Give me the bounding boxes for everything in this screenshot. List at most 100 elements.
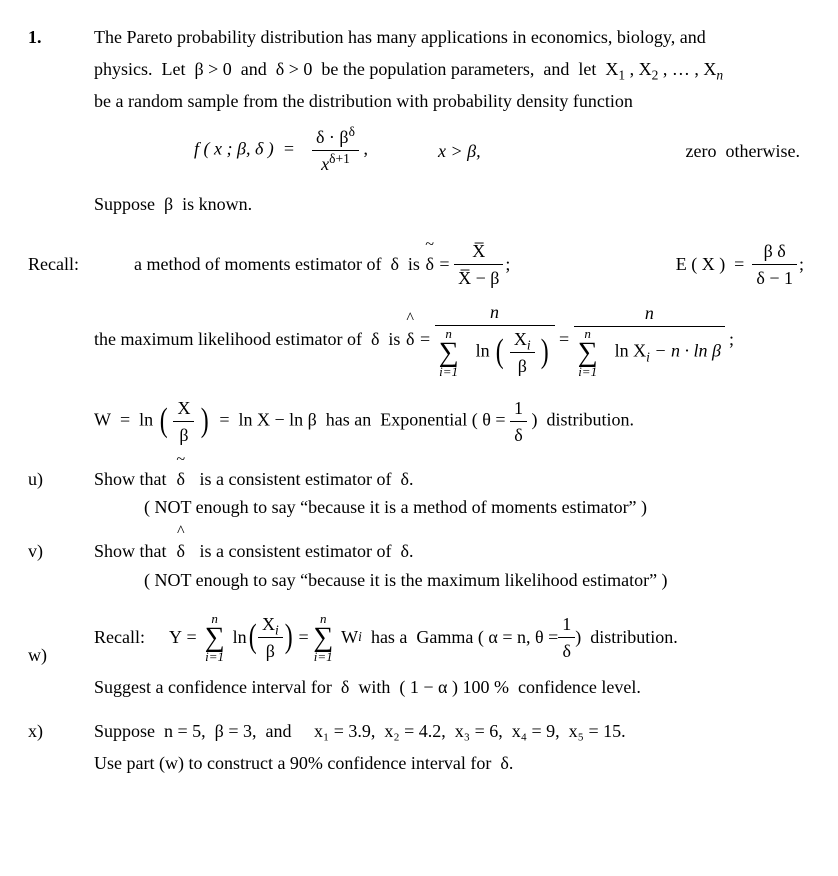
w-inner-frac: Xi β: [258, 611, 283, 664]
part-x: x) Suppose n = 5, β = 3, and x₁ = 3.9, x…: [28, 718, 810, 776]
mle-alt-tail: − n · ln β: [650, 341, 721, 361]
mle-inner-frac-1: Xi β: [510, 326, 535, 379]
intro-line-2b: , X: [625, 59, 652, 79]
w-in-den-3: β: [258, 637, 283, 664]
ex-num: β δ: [752, 238, 797, 264]
pdf-condition: x > β,: [368, 138, 686, 164]
sum-icon-4: n ∑ i=1: [313, 612, 333, 663]
intro-text: The Pareto probability distribution has …: [94, 24, 810, 224]
w-theta-num: 1: [510, 395, 527, 421]
ex-den: δ − 1: [752, 264, 797, 291]
sub-n: n: [716, 68, 723, 83]
w-a: W = ln: [94, 410, 153, 430]
part-x-line1: Suppose n = 5, β = 3, and x₁ = 3.9, x₂ =…: [94, 718, 810, 744]
mle-in-num-1: X: [514, 329, 527, 349]
delta-tilde-base-2: δ: [177, 469, 185, 489]
w-theta-frac-2: 1 δ: [558, 611, 575, 664]
w-tail: has a Gamma ( α = n, θ =: [362, 624, 558, 650]
w-theta-den-2: δ: [558, 637, 575, 664]
part-u-line1b: is a consistent estimator of δ.: [191, 469, 414, 489]
part-v-note: ( NOT enough to say “because it is the m…: [144, 567, 810, 593]
w-definition: W = ln ( X β ) = ln X − ln β has an Expo…: [94, 395, 810, 448]
problem-header: 1. The Pareto probability distribution h…: [28, 24, 810, 224]
mle-alt-text: ln X: [615, 341, 647, 361]
recall-row-mle: the maximum likelihood estimator of δ is…: [28, 299, 810, 379]
mle-in-den-1: β: [510, 352, 535, 379]
semicolon-2: ;: [799, 251, 804, 277]
w-theta-frac: 1 δ: [510, 395, 527, 448]
part-v-line1b: is a consistent estimator of δ.: [191, 541, 414, 561]
sum-bot-4: i=1: [313, 650, 333, 663]
part-u-line1: Show that ~δ is a consistent estimator o…: [94, 466, 810, 492]
part-x-label: x): [28, 718, 94, 744]
w-in-num-sub-3: i: [275, 622, 279, 637]
sum-icon-2: n ∑ i=1: [578, 327, 598, 378]
intro-line-2a: physics. Let β > 0 and δ > 0 be the popu…: [94, 59, 618, 79]
delta-hat-base: δ: [406, 329, 414, 349]
recall-row-mom: Recall: a method of moments estimator of…: [28, 238, 810, 291]
eq-4: =: [294, 624, 313, 650]
part-v-label: v): [28, 538, 94, 564]
mom-num: X̅: [454, 238, 503, 264]
ln-1: ln: [476, 341, 490, 361]
part-v: v) Show that ^δ is a consistent estimato…: [28, 538, 810, 592]
part-w-line1: Recall: Y = n ∑ i=1 ln ( Xi β ) = n ∑ i=…: [94, 611, 810, 664]
mle-in-num-sub-1: i: [527, 337, 531, 352]
pdf-lhs: f ( x ; β, δ ) = δ · βδ xδ+1 ,: [194, 124, 368, 177]
part-u: u) Show that ~δ is a consistent estimato…: [28, 466, 810, 520]
mle-num-2: n: [574, 300, 725, 326]
mom-fraction: X̅ X̅ − β: [454, 238, 503, 291]
ln-3: ln: [233, 624, 247, 650]
sum-bot-1: i=1: [439, 365, 459, 378]
w-close: ) distribution.: [575, 624, 678, 650]
w-theta-den: δ: [510, 421, 527, 448]
intro-line-3: be a random sample from the distribution…: [94, 88, 810, 114]
pdf-fraction: δ · βδ xδ+1: [312, 124, 359, 177]
part-u-note: ( NOT enough to say “because it is a met…: [144, 494, 810, 520]
pdf-lhs-text: f ( x ; β, δ ) =: [194, 139, 295, 159]
delta-tilde-base: δ: [425, 254, 433, 274]
mle-text: the maximum likelihood estimator of δ is: [94, 326, 405, 352]
w-in-den: β: [173, 421, 194, 448]
mle-num-1: n: [435, 299, 555, 325]
eq-3: =: [555, 326, 574, 352]
w-b: = ln X − ln β has an Exponential ( θ =: [215, 410, 510, 430]
part-w: w) Recall: Y = n ∑ i=1 ln ( Xi β ) = n ∑: [28, 611, 810, 700]
part-x-line2: Use part (w) to construct a 90% confiden…: [94, 750, 810, 776]
w-theta-num-2: 1: [558, 611, 575, 637]
semicolon-1: ;: [505, 251, 510, 277]
sum-icon-3: n ∑ i=1: [205, 612, 225, 663]
part-v-line1a: Show that: [94, 541, 176, 561]
pdf-display: f ( x ; β, δ ) = δ · βδ xδ+1 , x > β, ze…: [94, 124, 810, 177]
delta-hat-icon-2: ^δ: [177, 538, 185, 564]
sum-bot-2: i=1: [578, 365, 598, 378]
delta-hat-icon: ^δ: [406, 326, 414, 352]
intro-line-1: The Pareto probability distribution has …: [94, 24, 810, 50]
pdf-otherwise: zero otherwise.: [686, 138, 810, 164]
part-w-recall: Recall:: [94, 624, 145, 650]
w-in-num: X: [173, 395, 194, 421]
part-w-line2: Suggest a confidence interval for δ with…: [94, 674, 810, 700]
part-u-label: u): [28, 466, 94, 492]
suppose-line: Suppose β is known.: [94, 191, 810, 217]
part-w-label: w): [28, 642, 94, 668]
w-frac: X β: [173, 395, 194, 448]
part-u-line1a: Show that: [94, 469, 176, 489]
w-c: ) distribution.: [532, 410, 635, 430]
pdf-num-exp: δ: [349, 124, 355, 139]
part-v-line1: Show that ^δ is a consistent estimator o…: [94, 538, 810, 564]
w-in-num-3: X: [262, 614, 275, 634]
mom-text: a method of moments estimator of δ is: [134, 251, 424, 277]
mle-fraction-1: n n ∑ i=1 ln ( Xi β ): [435, 299, 555, 379]
ex-lhs: E ( X ) =: [676, 251, 745, 277]
sum-icon-1: n ∑ i=1: [439, 327, 459, 378]
mom-den: X̅ − β: [454, 264, 503, 291]
eq-2: =: [415, 326, 434, 352]
recall-label: Recall:: [28, 251, 94, 277]
mle-fraction-2: n n ∑ i=1 ln Xi − n · ln β: [574, 300, 725, 378]
intro-line-2c: , … , X: [658, 59, 716, 79]
pdf-den-exp: δ+1: [329, 151, 350, 166]
problem-number: 1.: [28, 24, 94, 50]
delta-hat-base-2: δ: [177, 541, 185, 561]
delta-tilde-icon-2: ~δ: [177, 466, 185, 492]
